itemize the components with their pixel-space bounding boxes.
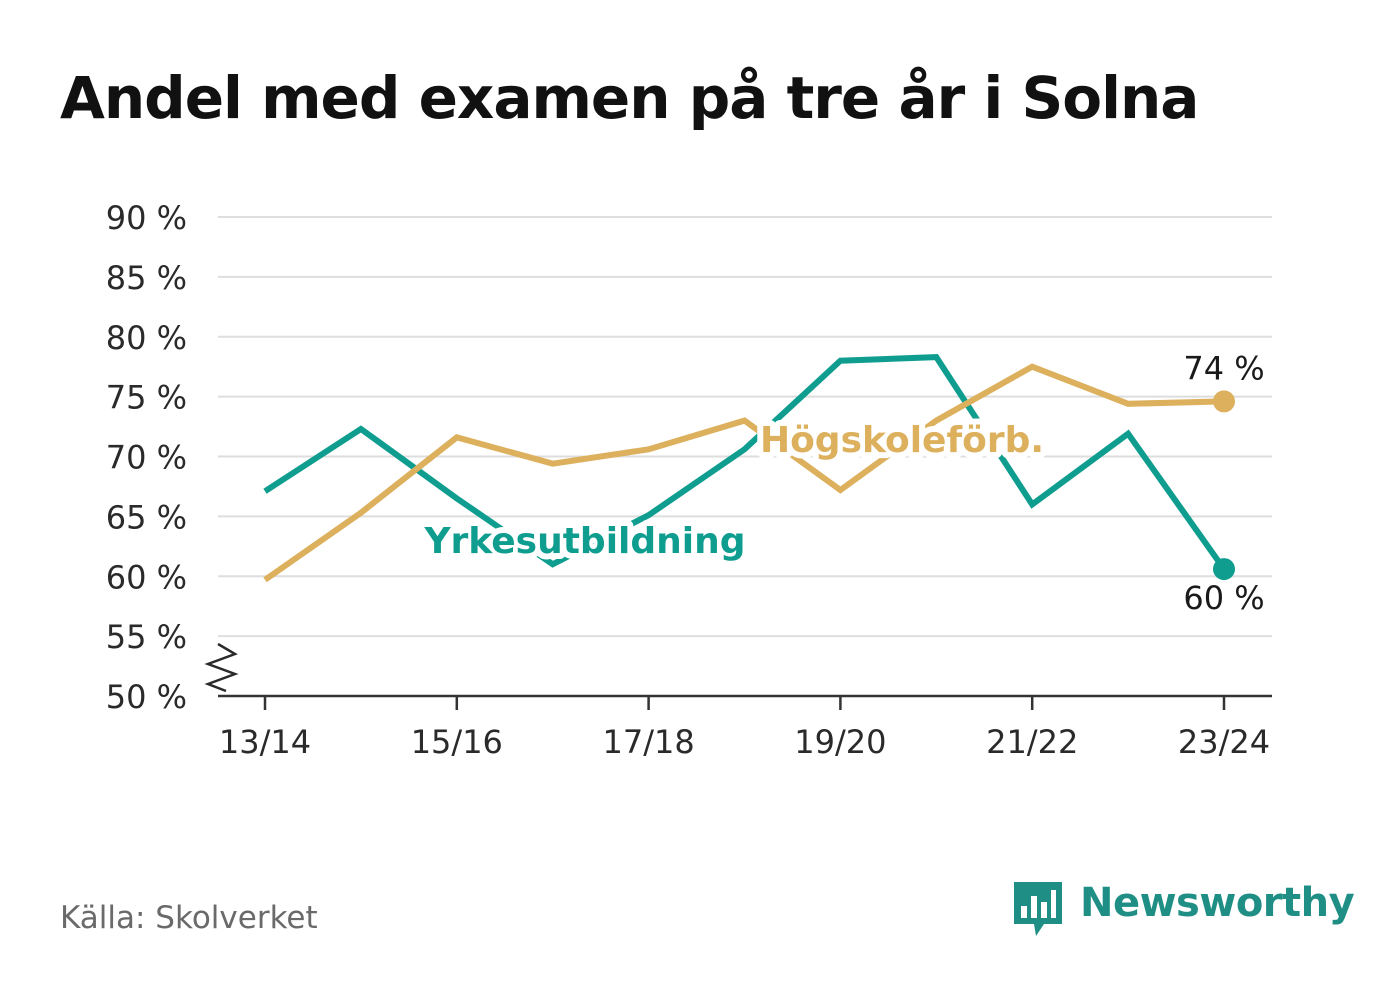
x-tick-label: 21/22 (986, 723, 1078, 761)
axis-break-icon (204, 642, 239, 693)
series-line-0 (263, 354, 1227, 571)
x-tick-label: 17/18 (602, 723, 694, 761)
y-tick-label: 60 % (106, 558, 187, 596)
end-point-dot-1 (1213, 390, 1235, 413)
end-value-label-1: 74 % (1183, 349, 1264, 387)
chart-title: Andel med examen på tre år i Solna (60, 64, 1199, 132)
x-tick-label: 23/24 (1178, 723, 1270, 761)
y-tick-label: 75 % (106, 379, 187, 417)
series-label-1: Högskoleförb. (760, 420, 1044, 461)
bar-chart-speech-bubble-icon (1014, 882, 1062, 936)
series-label-0: Yrkesutbildning (423, 521, 745, 562)
series-labels: Yrkesutbildning Högskoleförb. 60 % 74 % (417, 349, 1264, 617)
x-tick-label: 15/16 (411, 723, 503, 761)
y-tick-label: 85 % (106, 259, 187, 297)
end-value-label-0: 60 % (1183, 579, 1264, 617)
y-tick-label: 80 % (106, 319, 187, 357)
y-tick-label: 50 % (106, 678, 187, 716)
y-tick-label: 65 % (106, 498, 187, 536)
y-tick-label: 70 % (106, 439, 187, 477)
gridlines (218, 216, 1272, 638)
brand-name: Newsworthy (1080, 880, 1355, 926)
end-point-dot-0 (1213, 558, 1235, 581)
x-axis: 13/14 15/16 17/18 19/20 21/22 23/24 (204, 642, 1272, 761)
series-line-1 (263, 363, 1225, 583)
y-tick-label: 90 % (106, 199, 187, 237)
x-tick-label: 19/20 (794, 723, 886, 761)
y-axis-ticks: 50 % 55 % 60 % 65 % 70 % 75 % 80 % 85 % 90 % (106, 199, 187, 716)
x-tick-label: 13/14 (219, 723, 311, 761)
source-note: Källa: Skolverket (60, 900, 318, 936)
series-lines (263, 354, 1235, 583)
brand-logo: Newsworthy (1010, 878, 1355, 944)
y-tick-label: 55 % (106, 618, 187, 656)
